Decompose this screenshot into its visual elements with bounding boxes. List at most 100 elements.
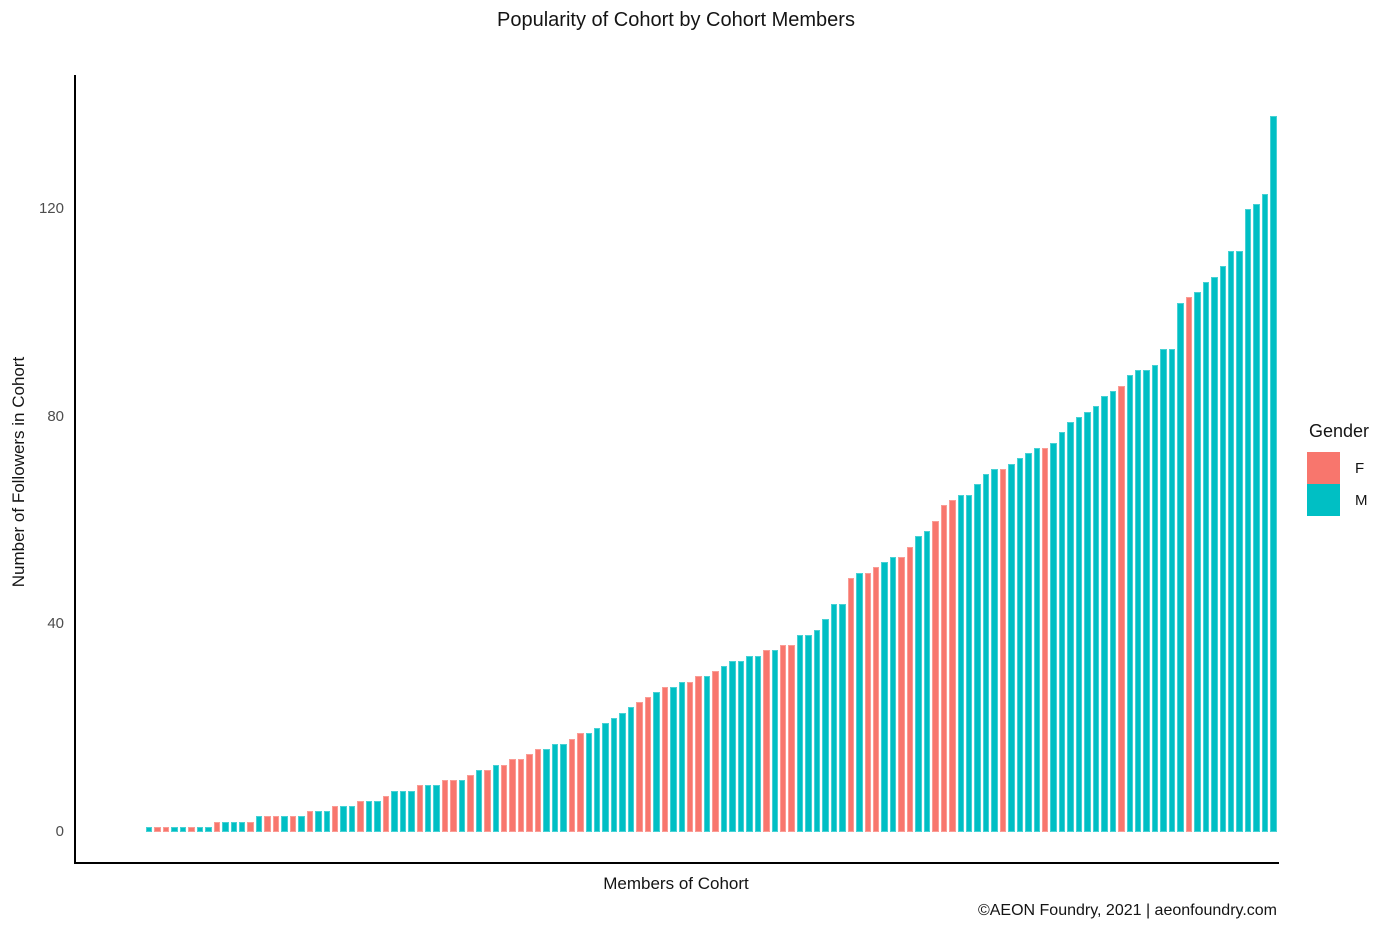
bar (754, 655, 762, 832)
bar (568, 738, 576, 832)
bar (272, 816, 280, 832)
bars (146, 92, 1277, 832)
bar (526, 754, 533, 832)
bar (923, 531, 931, 832)
bar (856, 572, 863, 832)
bar (670, 686, 677, 832)
bar (763, 650, 770, 832)
bar (424, 785, 432, 832)
bar (289, 816, 297, 832)
bar (1160, 349, 1167, 832)
bar (517, 759, 525, 832)
bar (281, 816, 288, 832)
y-tick-label: 80 (47, 407, 64, 425)
bar (162, 826, 170, 832)
bar (238, 821, 246, 832)
bar (433, 785, 440, 832)
bar (1236, 250, 1243, 832)
bar (1261, 193, 1269, 832)
bar (982, 473, 990, 832)
bar (560, 743, 567, 832)
bar (205, 826, 212, 832)
bar (1067, 422, 1074, 832)
bar (788, 645, 795, 832)
bar (264, 816, 271, 832)
bar (1219, 266, 1226, 832)
bar (771, 650, 778, 832)
bar (1050, 442, 1057, 832)
y-axis-label: Number of Followers in Cohort (9, 356, 28, 588)
bar (509, 759, 516, 832)
bar (391, 790, 398, 832)
bar (1058, 432, 1066, 832)
bar (467, 774, 474, 832)
bar (171, 826, 178, 832)
y-tick-label: 40 (47, 615, 64, 633)
bar (1101, 396, 1108, 832)
bar (610, 717, 618, 832)
bar (864, 572, 871, 832)
bar (594, 728, 601, 832)
bar (357, 800, 364, 832)
attribution-text: ©AEON Foundry, 2021 | aeonfoundry.com (977, 902, 1277, 919)
bar (872, 567, 880, 832)
bar (737, 660, 745, 832)
bar (678, 681, 685, 832)
bar (1270, 115, 1277, 832)
bar (915, 536, 922, 832)
bar (796, 634, 804, 832)
legend-item-f: F (1307, 452, 1369, 484)
bar (813, 629, 821, 832)
bar (1151, 364, 1159, 832)
bar (746, 655, 753, 832)
bar (179, 826, 187, 832)
bar (382, 795, 390, 832)
bar (323, 811, 330, 832)
bar (475, 769, 483, 832)
bar (585, 733, 593, 832)
bar (1008, 463, 1015, 832)
bar (644, 697, 652, 832)
bar (484, 769, 491, 832)
bar (636, 702, 643, 832)
bar (146, 826, 153, 832)
bar (331, 806, 339, 832)
bar (661, 686, 669, 832)
bar (222, 821, 229, 832)
legend-label-f: F (1355, 459, 1365, 477)
y-tick-label: 120 (38, 200, 64, 218)
bar (1143, 370, 1150, 832)
bar (399, 790, 407, 832)
bar (315, 811, 322, 832)
bar (408, 790, 415, 832)
bar (779, 645, 787, 832)
bar (703, 676, 711, 832)
bar (1253, 204, 1260, 832)
legend-swatch-m-icon (1307, 484, 1340, 516)
bar (348, 806, 356, 832)
bar (602, 723, 609, 832)
bar (1177, 302, 1184, 832)
x-axis-label: Members of Cohort (603, 874, 749, 893)
bar (577, 733, 584, 832)
bar (830, 603, 838, 832)
bar (1228, 250, 1235, 832)
bar (1118, 385, 1125, 832)
bar (501, 764, 508, 832)
chart-title: Popularity of Cohort by Cohort Members (497, 9, 855, 31)
y-tick-label: 0 (55, 823, 64, 840)
bar (1211, 276, 1218, 832)
bar (154, 826, 161, 832)
legend-label-m: M (1355, 491, 1368, 509)
bar (1168, 349, 1176, 832)
bar (534, 749, 542, 832)
bar (881, 562, 888, 832)
bar (458, 780, 466, 832)
bar (695, 676, 702, 832)
bar (1084, 411, 1091, 832)
bar (450, 780, 457, 832)
bar (416, 785, 423, 832)
y-axis-ticks: 0 40 80 120 (0, 75, 64, 862)
bar (1202, 281, 1210, 832)
